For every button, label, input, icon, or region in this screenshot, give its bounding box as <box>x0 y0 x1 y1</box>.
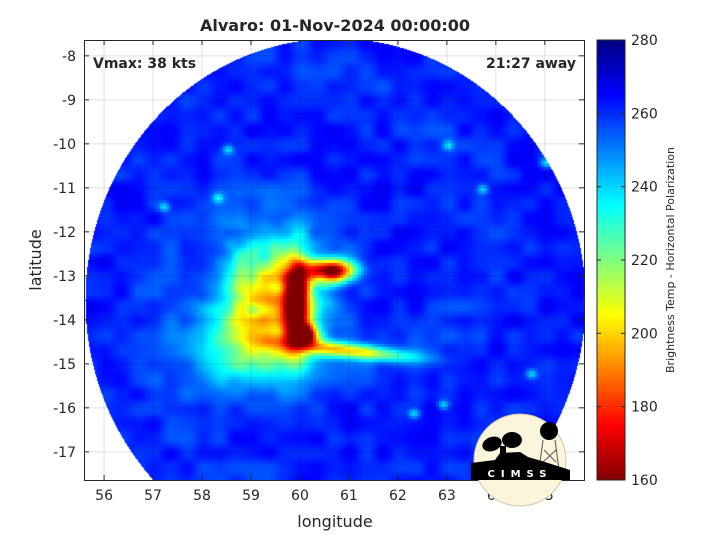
colorbar <box>596 39 626 481</box>
colorbar-tick-label: 220 <box>631 253 658 269</box>
x-tick-label: 59 <box>242 488 260 504</box>
y-tick-label: -13 <box>53 269 76 285</box>
y-tick-label: -15 <box>53 357 76 373</box>
colorbar-tick-label: 200 <box>631 326 658 342</box>
y-tick-label: -8 <box>62 49 76 65</box>
x-tick-label: 63 <box>438 488 456 504</box>
x-tick-label: 56 <box>95 488 113 504</box>
colorbar-tick-label: 280 <box>631 33 658 49</box>
chart-title: Alvaro: 01-Nov-2024 00:00:00 <box>200 16 470 35</box>
y-tick-label: -10 <box>53 137 76 153</box>
x-tick-label: 58 <box>193 488 211 504</box>
x-tick-label: 57 <box>144 488 162 504</box>
colorbar-tick-label: 240 <box>631 180 658 196</box>
colorbar-label: Brightness Temp - Horizontal Polarizatio… <box>664 147 677 373</box>
x-tick-label: 61 <box>340 488 358 504</box>
x-tick-label: 62 <box>389 488 407 504</box>
y-tick-label: -11 <box>53 181 76 197</box>
y-tick-label: -14 <box>53 313 76 329</box>
colorbar-tick-label: 180 <box>631 400 658 416</box>
brightness-temp-heatmap <box>85 41 584 480</box>
y-tick-label: -17 <box>53 445 76 461</box>
colorbar-tick-label: 160 <box>631 473 658 489</box>
y-ticks: -8 -9 -10 -11 -12 -13 -14 -15 -16 -17 <box>53 49 76 461</box>
x-ticks: 56 57 58 59 60 61 62 63 64 65 <box>95 488 554 504</box>
y-tick-label: -12 <box>53 225 76 241</box>
x-axis-label: longitude <box>297 512 372 531</box>
colorbar-tick-label: 260 <box>631 106 658 122</box>
y-tick-label: -16 <box>53 401 76 417</box>
x-tick-label: 64 <box>487 488 505 504</box>
x-tick-label: 65 <box>536 488 554 504</box>
colorbar-ticks: 160 180 200 220 240 260 280 <box>597 33 658 489</box>
y-tick-label: -9 <box>62 93 76 109</box>
x-tick-label: 60 <box>291 488 309 504</box>
y-axis-label: latitude <box>26 229 45 290</box>
